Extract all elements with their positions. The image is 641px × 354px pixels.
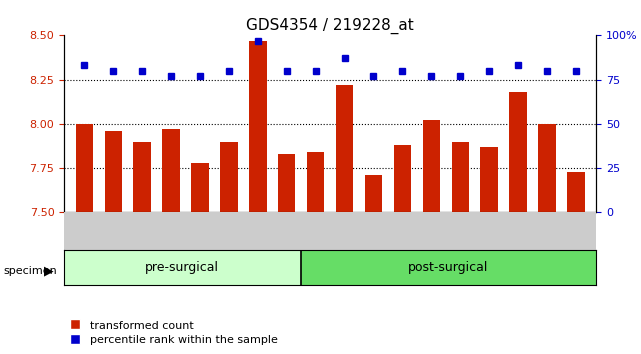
- Bar: [221, 142, 238, 212]
- Text: specimen: specimen: [3, 266, 57, 276]
- Bar: [510, 92, 527, 212]
- Bar: [451, 142, 469, 212]
- Bar: [76, 124, 93, 212]
- Bar: [301, 250, 596, 285]
- Bar: [64, 250, 301, 285]
- Bar: [365, 175, 382, 212]
- Bar: [538, 124, 556, 212]
- Bar: [422, 120, 440, 212]
- Bar: [307, 152, 324, 212]
- Text: ▶: ▶: [44, 264, 53, 277]
- Bar: [278, 154, 296, 212]
- Bar: [162, 129, 179, 212]
- Text: post-surgical: post-surgical: [408, 261, 488, 274]
- Title: GDS4354 / 219228_at: GDS4354 / 219228_at: [246, 18, 414, 34]
- Bar: [249, 41, 267, 212]
- Bar: [567, 172, 585, 212]
- Bar: [191, 163, 209, 212]
- Text: pre-surgical: pre-surgical: [146, 261, 219, 274]
- Bar: [133, 142, 151, 212]
- Legend: transformed count, percentile rank within the sample: transformed count, percentile rank withi…: [70, 320, 278, 345]
- Bar: [481, 147, 498, 212]
- Bar: [394, 145, 411, 212]
- Bar: [336, 85, 353, 212]
- Bar: [104, 131, 122, 212]
